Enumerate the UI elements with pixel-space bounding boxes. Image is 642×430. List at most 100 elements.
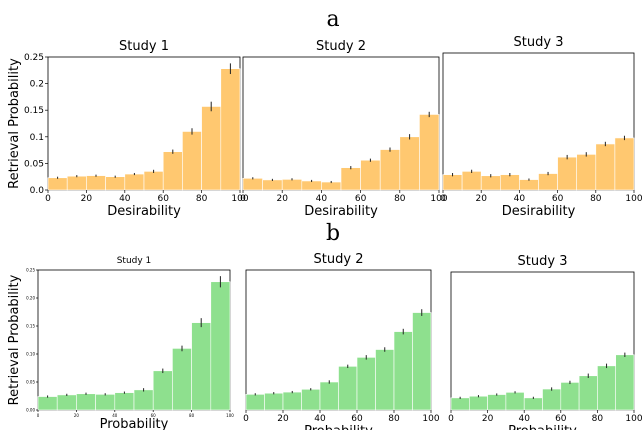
bar <box>538 173 558 191</box>
bar <box>301 388 321 411</box>
bar <box>505 392 525 411</box>
x-tick-label: 20 <box>475 194 487 204</box>
chart-title: Study 1 <box>119 39 169 54</box>
x-tick-label: 0 <box>440 194 446 204</box>
row-label-a: a <box>326 7 339 32</box>
bar <box>282 391 302 411</box>
bar <box>105 176 126 191</box>
x-tick-label: 60 <box>351 414 363 424</box>
bar <box>542 388 562 411</box>
bar <box>340 167 361 191</box>
bar <box>319 381 339 411</box>
bar <box>182 131 202 191</box>
bar <box>597 365 617 411</box>
bar <box>210 281 231 411</box>
bar <box>595 143 616 191</box>
chart-panel-5: 0 20 40 60 80 100 Study 3 Probability <box>448 254 642 430</box>
x-axis-label: Desirability <box>304 204 378 219</box>
y-tick-label: 0.15 <box>26 324 35 329</box>
bar <box>262 179 283 191</box>
x-tick-label: 40 <box>316 194 328 204</box>
bar <box>375 349 395 411</box>
x-tick-label: 20 <box>482 414 494 424</box>
bar <box>114 392 135 411</box>
chart-panel-4: 0 20 40 60 80 100 Study 2 Probability <box>243 252 440 430</box>
x-tick-label: 60 <box>151 413 157 418</box>
y-tick-label: 0.10 <box>26 352 35 357</box>
x-tick-label: 20 <box>81 194 93 204</box>
bar <box>76 393 96 411</box>
x-tick-label: 60 <box>552 194 564 204</box>
row-label-b: b <box>326 221 340 246</box>
bar <box>86 175 106 191</box>
bar <box>124 173 145 191</box>
bar <box>56 394 77 411</box>
bar <box>143 171 164 191</box>
bar <box>37 396 58 411</box>
x-tick-label: 100 <box>625 194 642 204</box>
bar <box>356 357 376 411</box>
bar <box>162 151 183 191</box>
chart-title: Study 2 <box>314 252 364 267</box>
bar <box>412 312 432 411</box>
bar <box>557 156 577 191</box>
x-tick-label: 80 <box>592 414 604 424</box>
chart-panel-1: 0 20 40 60 80 100 Study 2 Desirability <box>240 39 448 219</box>
bar <box>578 375 598 411</box>
bar <box>133 389 154 411</box>
chart-title: Study 3 <box>518 254 568 269</box>
x-tick-label: 20 <box>276 194 288 204</box>
bar <box>468 395 488 411</box>
bar <box>519 179 539 191</box>
bar <box>338 366 358 411</box>
bar <box>191 322 212 411</box>
bar <box>450 397 470 411</box>
bar <box>576 154 597 191</box>
y-tick-label: 0.05 <box>26 380 35 385</box>
x-tick-label: 100 <box>625 414 642 424</box>
bar <box>419 114 440 191</box>
bar <box>499 174 520 191</box>
x-tick-label: 40 <box>119 194 131 204</box>
x-tick-label: 60 <box>555 414 567 424</box>
x-axis-label: Probability <box>100 417 169 430</box>
x-tick-label: 40 <box>514 194 526 204</box>
bar <box>614 137 635 191</box>
bar <box>560 382 580 411</box>
bar <box>172 348 192 411</box>
x-tick-label: 0 <box>448 414 454 424</box>
x-tick-label: 20 <box>277 414 289 424</box>
x-tick-label: 100 <box>430 194 447 204</box>
bar <box>152 370 173 411</box>
bar <box>264 392 284 411</box>
y-tick-label: 0.05 <box>24 159 44 169</box>
chart-panel-3: 0 20 40 60 80 100 0.00 0.05 0.10 0.15 0.20 0.25 Stud… <box>7 256 234 430</box>
x-tick-label: 100 <box>422 414 439 424</box>
bar <box>66 175 87 191</box>
bar <box>379 149 401 191</box>
bar <box>399 136 420 191</box>
bar <box>461 171 482 191</box>
y-tick-label: 0.00 <box>26 408 35 413</box>
x-tick-label: 40 <box>518 414 530 424</box>
x-tick-label: 60 <box>157 194 169 204</box>
x-tick-label: 80 <box>189 413 195 418</box>
bar <box>523 397 543 411</box>
bar <box>281 179 303 191</box>
bar <box>487 394 507 411</box>
x-axis-label: Probability <box>304 424 373 430</box>
y-tick-label: 0.15 <box>24 106 44 116</box>
bar <box>321 181 342 191</box>
y-tick-label: 0.2 <box>30 80 44 90</box>
chart-panel-0: 0 20 40 60 80 100 0.0 0.05 0.1 0.15 0.2 0.25 Study 1… <box>7 39 249 219</box>
x-axis-label: Desirability <box>502 204 576 219</box>
bar <box>47 177 68 191</box>
chart-title: Study 2 <box>316 39 366 54</box>
y-tick-label: 0.1 <box>30 133 44 143</box>
chart-title: Study 3 <box>514 35 564 50</box>
y-tick-label: 0.25 <box>26 268 35 273</box>
x-tick-label: 0 <box>45 194 51 204</box>
bar <box>393 331 413 411</box>
bar <box>220 68 241 191</box>
